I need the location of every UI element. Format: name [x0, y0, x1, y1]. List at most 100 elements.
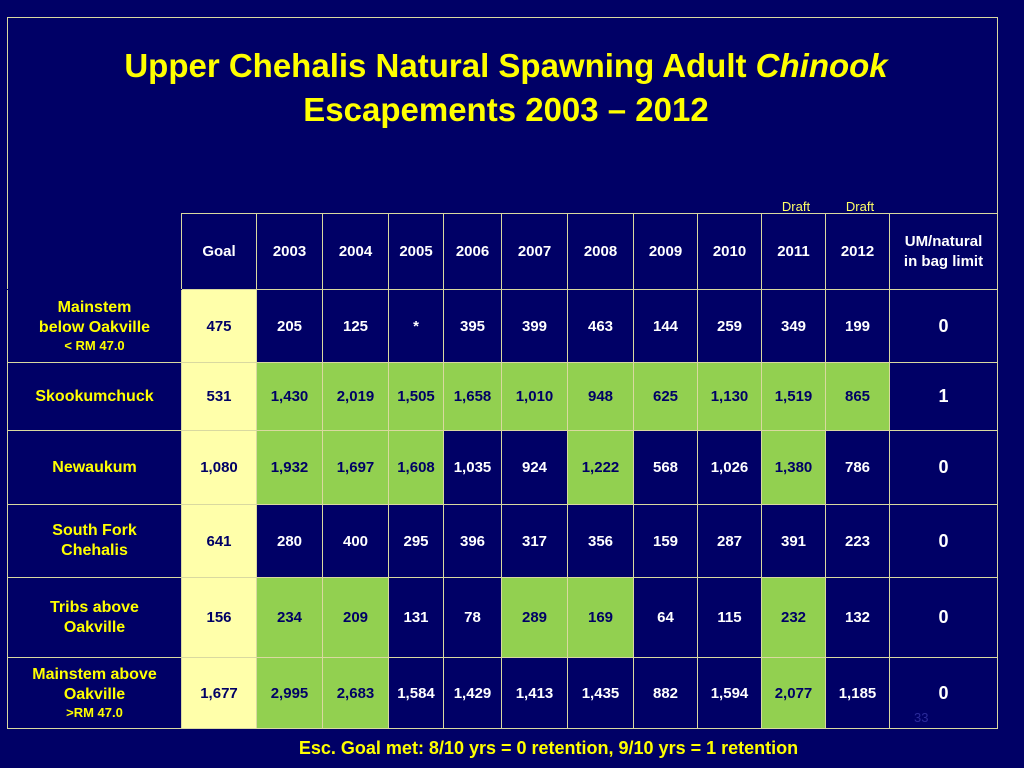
header-goal: Goal	[181, 213, 257, 290]
table-row: Mainstem below Oakville < RM 47.0 475 205 125…	[7, 289, 998, 363]
escapement-cell: 317	[501, 504, 568, 578]
escapement-cell: 349	[761, 289, 826, 363]
escapement-cell: 1,658	[443, 362, 502, 431]
header-um-bag-limit: UM/natural in bag limit	[889, 213, 998, 290]
escapement-cell: 625	[633, 362, 698, 431]
escapement-cell: 568	[633, 430, 698, 505]
header-year: 2010	[697, 213, 762, 290]
escapement-cell: 259	[697, 289, 762, 363]
header-um-line: in bag limit	[903, 252, 984, 270]
escapement-cell: 1,430	[256, 362, 323, 431]
header-um-line: UM/natural	[904, 232, 983, 250]
escapement-cell: 1,026	[697, 430, 762, 505]
escapement-cell: 205	[256, 289, 323, 363]
escapement-cell: 1,505	[388, 362, 444, 431]
row-label-line: Newaukum	[52, 458, 137, 476]
header-corner	[7, 213, 182, 290]
goal-cell: 641	[181, 504, 257, 578]
goal-cell: 475	[181, 289, 257, 363]
header-year: 2012	[825, 213, 890, 290]
escapement-cell: 399	[501, 289, 568, 363]
row-label: South Fork Chehalis	[7, 504, 182, 578]
escapement-cell: 1,435	[567, 657, 634, 729]
header-year: 2004	[322, 213, 389, 290]
escapement-cell: 1,519	[761, 362, 826, 431]
goal-cell: 1,080	[181, 430, 257, 505]
row-label-line: South Fork	[52, 522, 137, 539]
row-label-line: Mainstem	[57, 299, 132, 316]
row-label: Mainstem above Oakville >RM 47.0	[7, 657, 182, 729]
goal-cell: 156	[181, 577, 257, 658]
escapement-cell: 223	[825, 504, 890, 578]
escapement-cell: 924	[501, 430, 568, 505]
escapement-cell: 125	[322, 289, 389, 363]
escapement-cell: 882	[633, 657, 698, 729]
row-label: Skookumchuck	[7, 362, 182, 431]
escapement-cell: 280	[256, 504, 323, 578]
draft-label-2011: Draft	[781, 199, 811, 214]
escapement-cell: 356	[567, 504, 634, 578]
escapement-cell: 234	[256, 577, 323, 658]
footnote: Esc. Goal met: 8/10 yrs = 0 retention, 9…	[298, 738, 799, 758]
title-italic-text: Chinook	[755, 47, 888, 84]
escapement-table: Goal 2003 2004 2005 2006 2007 2008 2009 2010 2011…	[7, 213, 998, 729]
table-row: Newaukum 1,080 1,932 1,697 1,608 1,035 924 1,22…	[7, 430, 998, 505]
title-line2: Escapements 2003 – 2012	[303, 91, 709, 128]
table-row: Skookumchuck 531 1,430 2,019 1,505 1,658 1,010…	[7, 362, 998, 431]
escapement-cell: 786	[825, 430, 890, 505]
goal-cell: 531	[181, 362, 257, 431]
draft-label-2012: Draft	[845, 199, 875, 214]
escapement-cell: 1,222	[567, 430, 634, 505]
escapement-cell: 78	[443, 577, 502, 658]
escapement-cell: 395	[443, 289, 502, 363]
escapement-cell: 1,608	[388, 430, 444, 505]
row-label: Mainstem below Oakville < RM 47.0	[7, 289, 182, 363]
escapement-cell: 1,413	[501, 657, 568, 729]
header-year: 2009	[633, 213, 698, 290]
escapement-cell: 131	[388, 577, 444, 658]
escapement-cell: 2,019	[322, 362, 389, 431]
row-label-line: Oakville	[63, 618, 126, 636]
escapement-cell: 289	[501, 577, 568, 658]
escapement-cell: 463	[567, 289, 634, 363]
escapement-cell: 115	[697, 577, 762, 658]
header-year: 2006	[443, 213, 502, 290]
row-sublabel: < RM 47.0	[64, 338, 125, 353]
row-label-line: below Oakville	[38, 319, 151, 336]
row-label-line: Mainstem above	[32, 666, 157, 683]
escapement-cell: 1,130	[697, 362, 762, 431]
escapement-cell: 1,594	[697, 657, 762, 729]
escapement-cell: 209	[322, 577, 389, 658]
um-bag-limit-cell: 0	[889, 430, 998, 505]
escapement-cell: 2,077	[761, 657, 826, 729]
escapement-cell: 159	[633, 504, 698, 578]
row-label-line: Tribs above	[50, 598, 139, 616]
um-bag-limit-cell: 0	[889, 289, 998, 363]
header-row: Goal 2003 2004 2005 2006 2007 2008 2009 2010 2011…	[7, 213, 998, 290]
escapement-cell: 64	[633, 577, 698, 658]
header-year: 2003	[256, 213, 323, 290]
row-label-line: Chehalis	[61, 542, 128, 559]
goal-cell: 1,677	[181, 657, 257, 729]
page-number: 33	[914, 710, 929, 725]
row-label-line: Skookumchuck	[35, 387, 154, 405]
table-row: Mainstem above Oakville >RM 47.0 1,677 2,995…	[7, 657, 998, 729]
table-row: South Fork Chehalis 641 280 400 295 396 317 356 1…	[7, 504, 998, 578]
escapement-cell: 396	[443, 504, 502, 578]
escapement-cell: 400	[322, 504, 389, 578]
um-bag-limit-cell: 0	[889, 504, 998, 578]
row-label: Tribs above Oakville	[7, 577, 182, 658]
escapement-cell: 144	[633, 289, 698, 363]
escapement-cell: 391	[761, 504, 826, 578]
escapement-cell: 865	[825, 362, 890, 431]
header-year: 2007	[501, 213, 568, 290]
escapement-cell: 1,584	[388, 657, 444, 729]
header-year: 2008	[567, 213, 634, 290]
um-bag-limit-cell: 0	[889, 657, 998, 729]
escapement-cell: 948	[567, 362, 634, 431]
escapement-cell: 132	[825, 577, 890, 658]
escapement-cell: 199	[825, 289, 890, 363]
escapement-cell: *	[388, 289, 444, 363]
escapement-cell: 295	[388, 504, 444, 578]
escapement-cell: 1,010	[501, 362, 568, 431]
